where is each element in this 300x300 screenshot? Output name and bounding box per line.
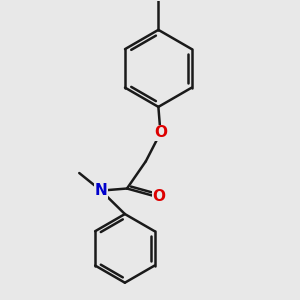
- Text: O: O: [154, 125, 167, 140]
- Text: O: O: [153, 188, 166, 203]
- Text: N: N: [94, 183, 107, 198]
